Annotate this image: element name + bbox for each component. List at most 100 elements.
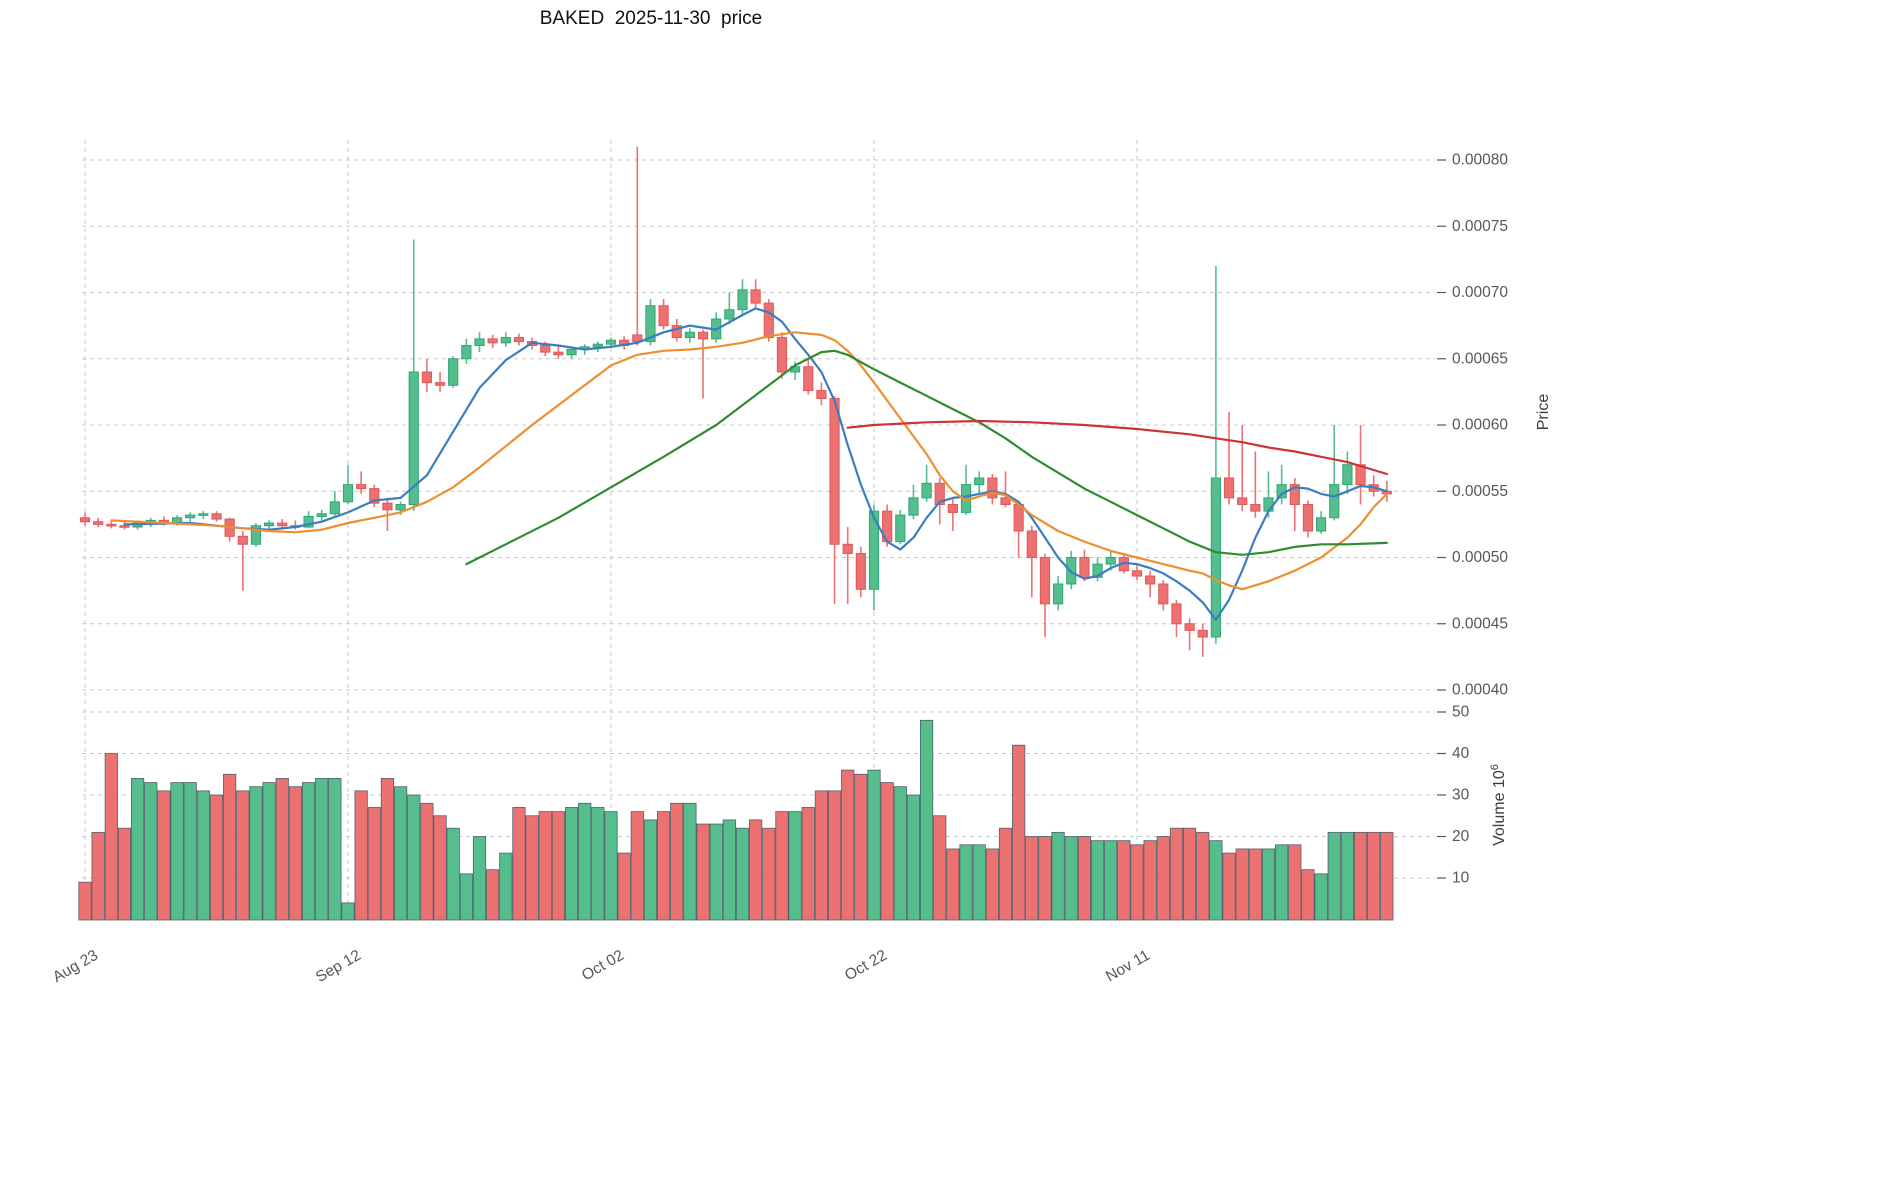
candle-body xyxy=(1131,570,1143,577)
volume-bar xyxy=(867,769,881,921)
volume-bar xyxy=(157,790,171,921)
volume-bar xyxy=(104,753,118,921)
volume-bar xyxy=(262,782,276,921)
volume-bar xyxy=(170,782,184,921)
candle-body xyxy=(868,510,880,590)
volume-bar xyxy=(393,786,408,921)
volume-bar xyxy=(354,790,368,921)
candle-body xyxy=(987,477,998,499)
candle-body xyxy=(829,398,840,545)
volume-bar xyxy=(1340,831,1354,921)
candle-body xyxy=(1000,497,1011,505)
volume-bar xyxy=(315,778,329,921)
volume-bar xyxy=(1038,836,1052,921)
volume-bar xyxy=(920,719,934,921)
volume-bar xyxy=(223,773,237,921)
candle-body xyxy=(1237,497,1248,505)
volume-bar xyxy=(1261,848,1276,921)
volume-bar xyxy=(880,782,894,921)
candle-body xyxy=(776,337,788,373)
price-axis-title: Price xyxy=(1535,394,1552,431)
candle-body xyxy=(671,325,682,339)
volume-bar xyxy=(972,844,986,921)
candle-body xyxy=(763,302,774,339)
volume-tick-label: 40 xyxy=(1452,745,1470,762)
candle-body xyxy=(106,523,117,527)
volume-bars xyxy=(78,719,1394,921)
volume-bar xyxy=(841,769,855,921)
volume-bar xyxy=(1196,831,1210,921)
volume-bar xyxy=(1077,836,1091,921)
volume-bar xyxy=(236,790,250,921)
volume-bar xyxy=(578,802,592,921)
candle-body xyxy=(1316,517,1327,532)
ma-orange xyxy=(110,331,1388,591)
date-tick-label: Aug 23 xyxy=(50,947,101,986)
ma-blue xyxy=(123,307,1388,621)
candle-body xyxy=(369,488,380,504)
volume-bar xyxy=(1327,831,1341,921)
volume-bar xyxy=(1012,744,1026,921)
volume-bar xyxy=(367,807,381,921)
candle-body xyxy=(342,484,354,503)
volume-bar xyxy=(1209,840,1223,921)
volume-bar xyxy=(1222,852,1236,921)
volume-tick-label: 50 xyxy=(1452,704,1470,721)
candle-body xyxy=(750,289,761,304)
ma-red xyxy=(846,419,1388,476)
candle-body xyxy=(1184,623,1195,631)
candle-body xyxy=(382,502,393,511)
candle-body xyxy=(513,337,525,343)
candle-body xyxy=(645,305,656,343)
volume-bar xyxy=(433,815,447,921)
volume-bar xyxy=(985,848,999,921)
candle-body xyxy=(895,514,906,543)
candle-body xyxy=(908,497,919,516)
candle-body xyxy=(803,366,814,392)
candle-body xyxy=(198,513,209,516)
candle-body xyxy=(632,334,643,343)
volume-bar xyxy=(486,869,500,921)
price-tick-labels: 0.00040 0.00045 0.00050 0.00055 0.00060 0.000… xyxy=(1437,152,1508,699)
volume-bar xyxy=(670,802,684,921)
moving-average-lines xyxy=(110,307,1388,621)
candle-body xyxy=(316,513,327,517)
candle-body xyxy=(448,358,459,386)
candle-body xyxy=(356,484,367,490)
candle-body xyxy=(855,553,866,590)
volume-bar xyxy=(1025,836,1039,921)
candle-body xyxy=(250,525,262,545)
price-tick-label: 0.00045 xyxy=(1452,615,1508,632)
candle-body xyxy=(277,522,288,527)
volume-bar xyxy=(959,844,973,921)
volume-bar xyxy=(551,811,566,921)
volume-bar xyxy=(893,786,907,921)
volume-bar xyxy=(643,819,658,921)
volume-bar xyxy=(91,831,105,921)
candle-body xyxy=(816,390,827,399)
volume-bar xyxy=(499,852,513,921)
volume-bar xyxy=(420,802,434,921)
candle-body xyxy=(303,515,314,528)
candle-body xyxy=(974,477,985,486)
volume-bar xyxy=(1183,827,1197,921)
volume-bar xyxy=(998,827,1013,921)
volume-bar xyxy=(1275,844,1289,921)
volume-bar xyxy=(183,782,197,921)
candle-body xyxy=(408,371,419,505)
candle-body xyxy=(474,338,485,346)
candle-body xyxy=(487,338,498,344)
candle-body xyxy=(461,345,472,360)
volume-bar xyxy=(722,819,736,921)
ma-green xyxy=(465,349,1388,566)
candle-body xyxy=(1355,464,1366,486)
volume-bar xyxy=(1156,836,1170,921)
volume-bar xyxy=(657,811,671,921)
volume-bar xyxy=(275,778,289,921)
date-tick-label: Oct 22 xyxy=(842,947,890,985)
price-tick-label: 0.00070 xyxy=(1452,284,1508,301)
volume-bar xyxy=(591,807,605,921)
candle-body xyxy=(1105,557,1116,565)
volume-bar xyxy=(906,794,921,921)
volume-bar xyxy=(407,794,421,921)
